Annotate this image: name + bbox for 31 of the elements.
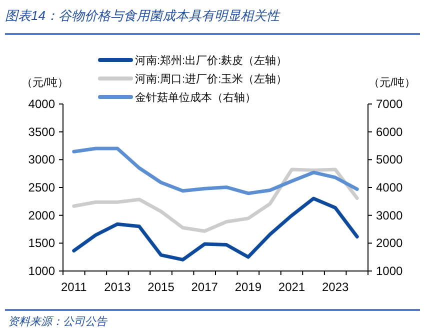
legend-label: 金针菇单位成本（右轴）: [135, 91, 256, 104]
y-tick-label: 3500: [28, 124, 56, 139]
line-series: [72, 196, 359, 262]
legend-label: 河南:周口:进厂价:玉米（左轴）: [135, 72, 288, 86]
y2-tick-label: 1000: [376, 264, 404, 278]
y2-tick-label: 4000: [376, 180, 404, 194]
x-tick-label: 2021: [278, 280, 306, 294]
y-tick-label: 3000: [28, 152, 56, 167]
y2-axis-title: （元/吨）: [368, 76, 416, 89]
text: 资料来源：公司公告: [8, 315, 108, 328]
y2-tick-label: 3000: [376, 208, 404, 222]
x-tick-label: 2019: [234, 280, 262, 294]
y-axis-title: （元/吨）: [21, 76, 69, 89]
y-tick-label: 1000: [28, 264, 56, 278]
legend-label: 河南:郑州:出厂价:麸皮（左轴）: [135, 54, 288, 67]
y2-tick-label: 7000: [376, 97, 404, 111]
y-tick-label: 2500: [28, 180, 56, 194]
y2-tick-label: 6000: [376, 124, 404, 139]
line-series: [72, 168, 359, 233]
x-tick-label: 2011: [60, 280, 88, 294]
line-series: [72, 146, 359, 196]
y-tick-label: 4000: [28, 97, 56, 111]
chart-title: 图表14：谷物价格与食用菌成本具有明显相关性: [5, 8, 280, 23]
x-tick-label: 2013: [104, 280, 132, 294]
y2-tick-label: 2000: [376, 236, 404, 250]
y-tick-label: 2000: [28, 208, 56, 222]
x-tick-label: 2017: [191, 280, 218, 294]
y-tick-label: 1500: [28, 236, 56, 250]
x-tick-label: 2023: [322, 280, 349, 294]
y2-tick-label: 5000: [376, 152, 404, 167]
x-tick-label: 2015: [148, 280, 175, 294]
